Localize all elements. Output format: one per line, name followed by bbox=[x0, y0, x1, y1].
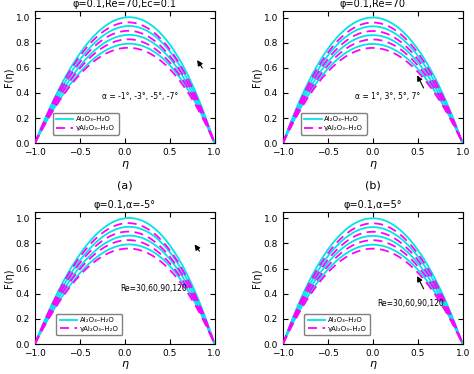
Title: φ=0.1,α=-5°: φ=0.1,α=-5° bbox=[94, 200, 155, 210]
Title: φ=0.1,Re=70: φ=0.1,Re=70 bbox=[340, 0, 406, 9]
Y-axis label: F(η): F(η) bbox=[252, 68, 262, 87]
Y-axis label: F(η): F(η) bbox=[4, 268, 14, 288]
Text: α = -1°, -3°, -5°, -7°: α = -1°, -3°, -5°, -7° bbox=[102, 92, 178, 101]
Text: (b): (b) bbox=[365, 180, 381, 190]
X-axis label: η: η bbox=[121, 159, 128, 169]
Legend: Al₂O₃–H₂O, γAl₂O₃–H₂O: Al₂O₃–H₂O, γAl₂O₃–H₂O bbox=[304, 314, 370, 335]
Text: Re=30,60,90,120: Re=30,60,90,120 bbox=[377, 299, 444, 308]
Title: φ=0.1,Re=70,Ec=0.1: φ=0.1,Re=70,Ec=0.1 bbox=[73, 0, 177, 9]
Legend: Al₂O₃–H₂O, γAl₂O₃–H₂O: Al₂O₃–H₂O, γAl₂O₃–H₂O bbox=[53, 113, 118, 135]
X-axis label: η: η bbox=[121, 359, 128, 370]
Text: α = 1°, 3°, 5°, 7°: α = 1°, 3°, 5°, 7° bbox=[355, 92, 420, 101]
Y-axis label: F(η): F(η) bbox=[252, 268, 262, 288]
X-axis label: η: η bbox=[369, 159, 376, 169]
X-axis label: η: η bbox=[369, 359, 376, 370]
Title: φ=0.1,α=5°: φ=0.1,α=5° bbox=[344, 200, 402, 210]
Y-axis label: F(η): F(η) bbox=[4, 68, 14, 87]
Legend: Al₂O₃–H₂O, γAl₂O₃–H₂O: Al₂O₃–H₂O, γAl₂O₃–H₂O bbox=[56, 314, 122, 335]
Text: Re=30,60,90,120: Re=30,60,90,120 bbox=[120, 284, 187, 293]
Text: (a): (a) bbox=[117, 180, 133, 190]
Legend: Al₂O₃–H₂O, γAl₂O₃–H₂O: Al₂O₃–H₂O, γAl₂O₃–H₂O bbox=[301, 113, 367, 135]
